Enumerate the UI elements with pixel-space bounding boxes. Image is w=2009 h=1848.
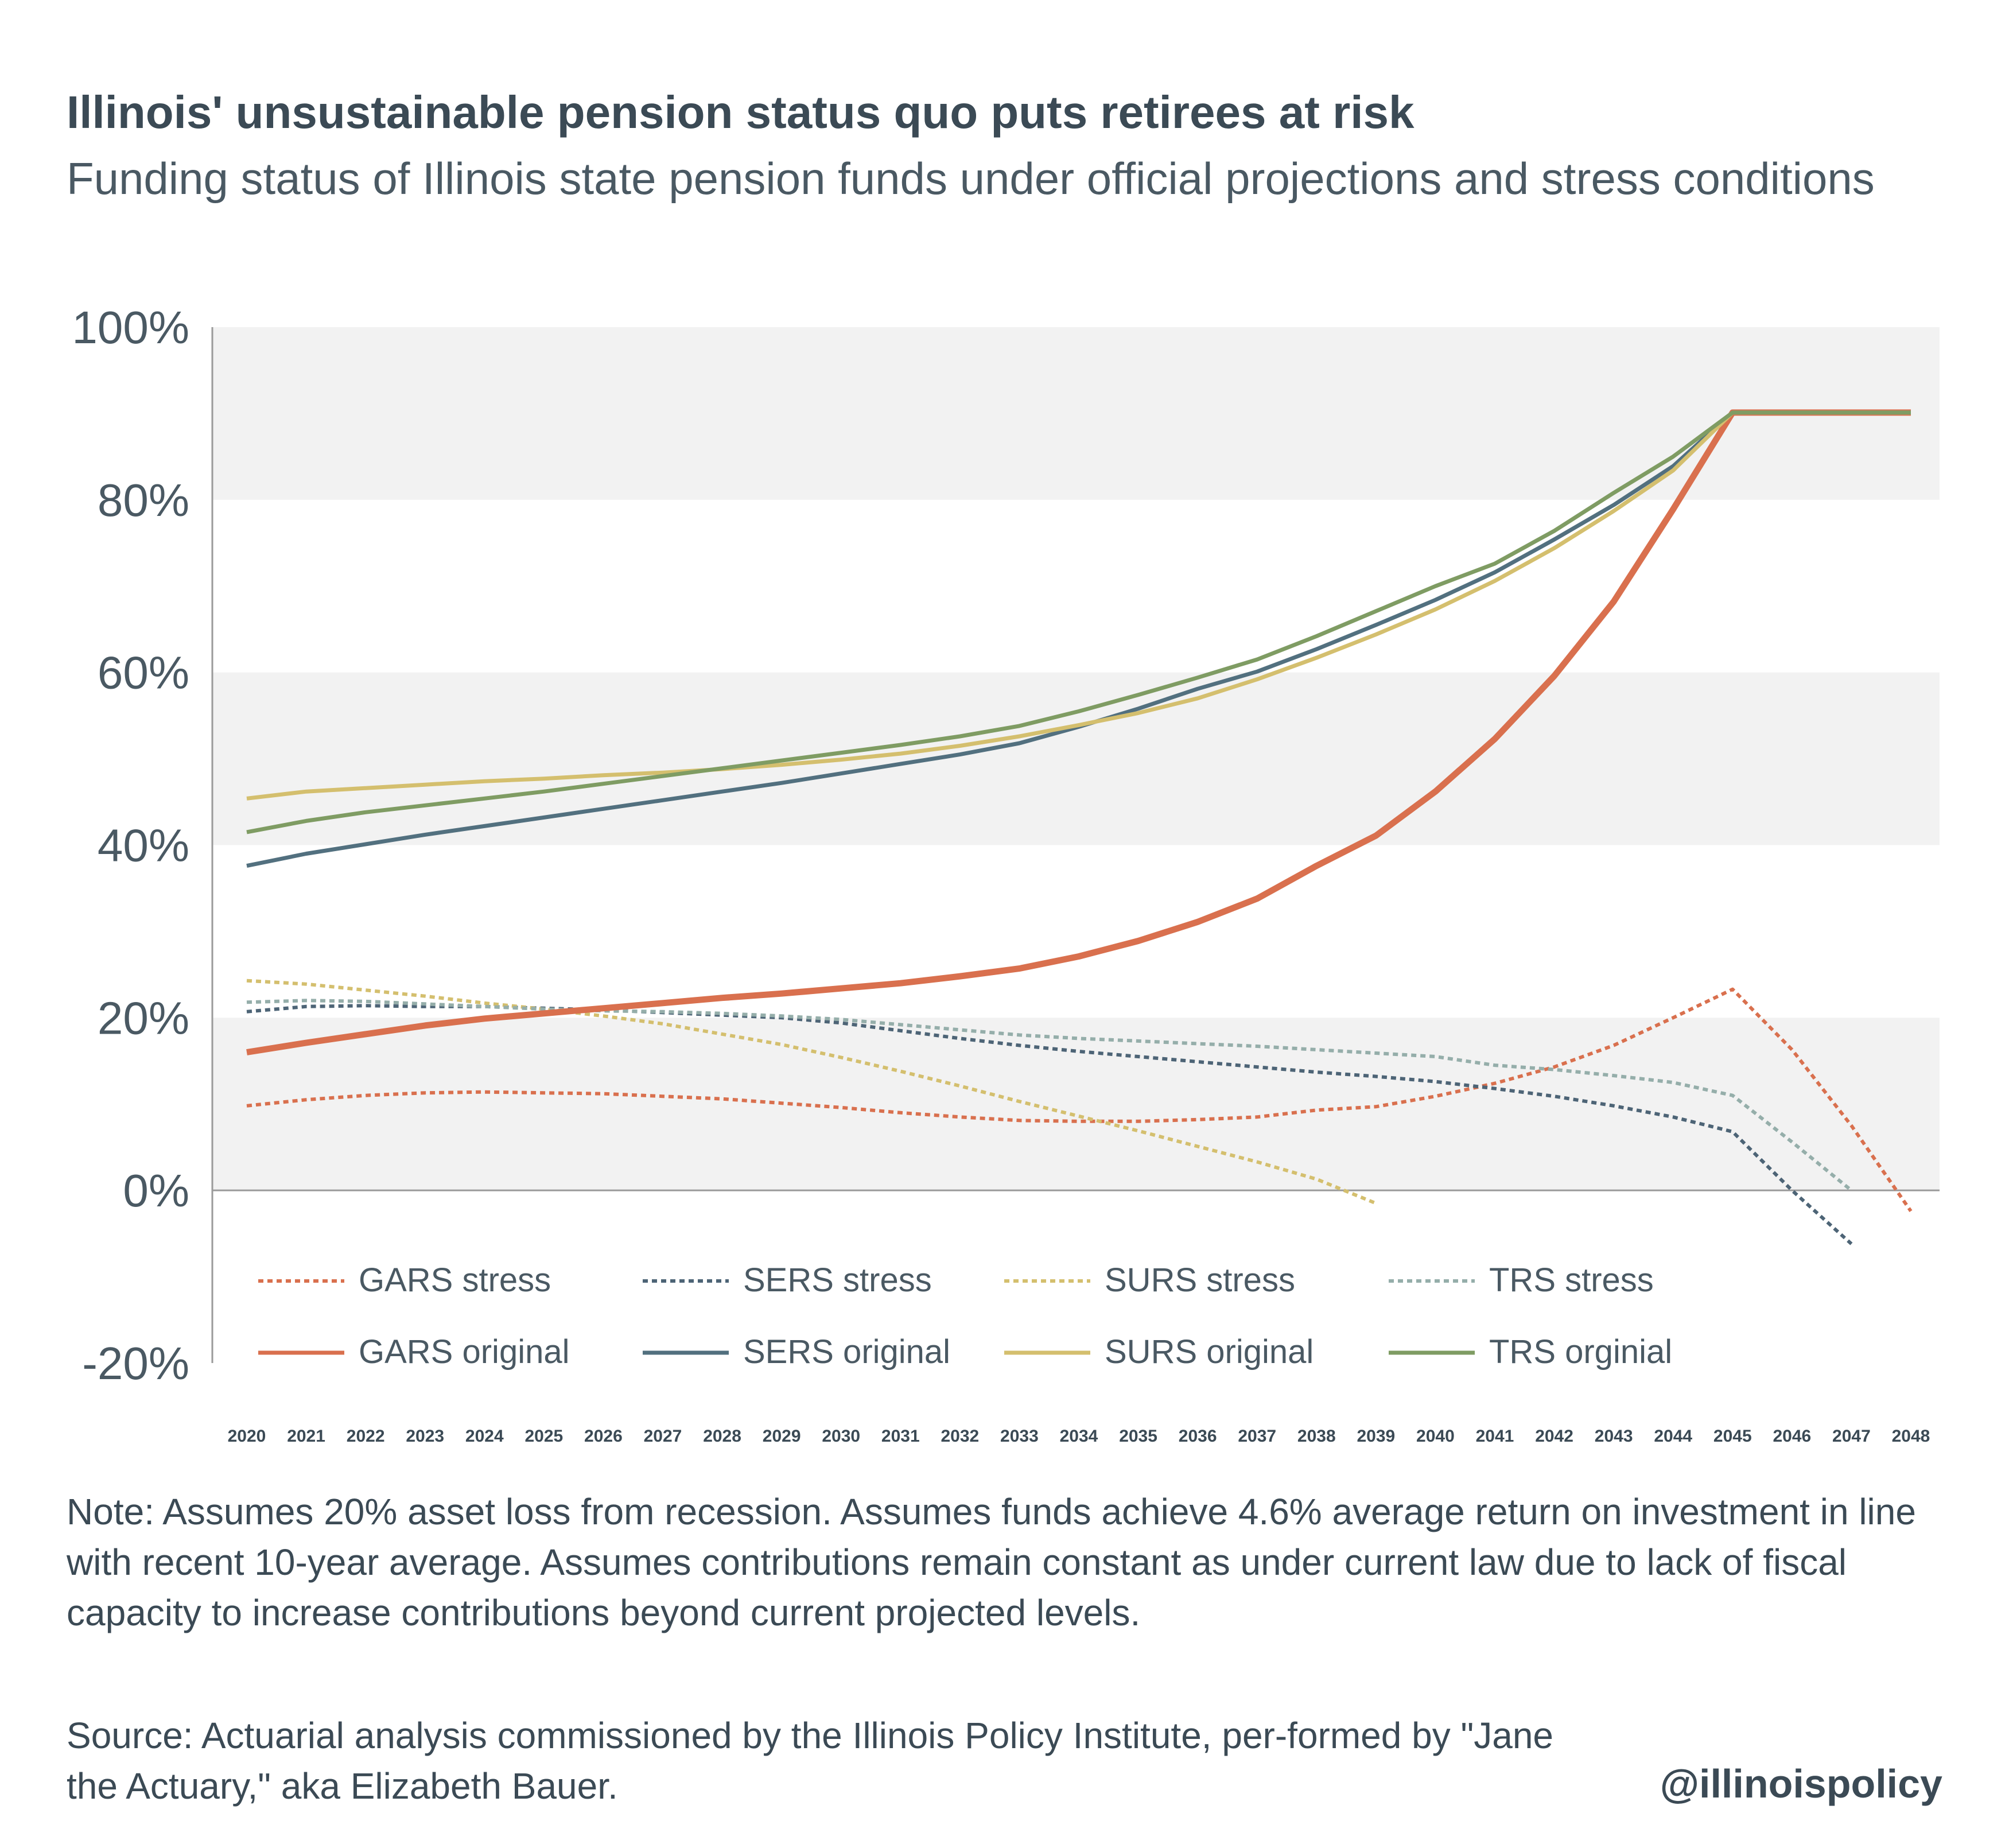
- x-tick-label: 2036: [1179, 1427, 1217, 1446]
- x-tick-label: 2024: [465, 1427, 504, 1446]
- legend-label: GARS stress: [359, 1261, 551, 1299]
- x-axis-ticks: 2020 2021 2022 2023 2024 2025 2026 2027 2028 2029…: [228, 1427, 1930, 1446]
- x-tick-label: 2023: [406, 1427, 444, 1446]
- y-tick-label: -20%: [82, 1338, 189, 1389]
- series-line-gars-original: [246, 409, 1911, 1055]
- x-tick-label: 2048: [1892, 1427, 1930, 1446]
- series-line-surs-original: [246, 410, 1911, 801]
- x-tick-label: 2038: [1297, 1427, 1336, 1446]
- legend-label: SURS original: [1105, 1333, 1314, 1371]
- x-tick-label: 2043: [1595, 1427, 1633, 1446]
- y-tick-label: 60%: [98, 647, 189, 698]
- x-tick-label: 2039: [1357, 1427, 1395, 1446]
- y-tick-label: 40%: [98, 820, 189, 871]
- grid-band: [212, 1018, 1940, 1191]
- legend-label: TRS orginial: [1489, 1333, 1672, 1371]
- twitter-handle: @illinoispolicy: [1660, 1761, 1942, 1806]
- y-tick-label: 0%: [123, 1165, 189, 1216]
- x-tick-label: 2027: [644, 1427, 682, 1446]
- x-tick-label: 2040: [1416, 1427, 1455, 1446]
- series-line-trs-stress: [246, 999, 1853, 1192]
- chart-subtitle: Funding status of Illinois state pension…: [67, 153, 1875, 204]
- x-tick-label: 2032: [941, 1427, 979, 1446]
- x-tick-label: 2034: [1060, 1427, 1098, 1446]
- axes: [211, 327, 1940, 1363]
- y-tick-label: 20%: [98, 992, 189, 1043]
- y-tick-label: 80%: [98, 475, 189, 526]
- line-chart: 100%80%60%40%20%0%-20% 2020 2021 2022 2023 2…: [72, 302, 1940, 1446]
- x-tick-label: 2041: [1476, 1427, 1514, 1446]
- x-tick-label: 2047: [1832, 1427, 1871, 1446]
- series-line-surs-stress: [246, 979, 1377, 1205]
- note-text: Note: Assumes 20% asset loss from recess…: [67, 1491, 1916, 1633]
- x-tick-label: 2029: [763, 1427, 801, 1446]
- legend: GARS stress SERS stress SURS stress TRS str…: [258, 1261, 1672, 1371]
- x-tick-label: 2042: [1535, 1427, 1573, 1446]
- grid-band: [212, 672, 1940, 845]
- source-text: Source: Actuarial analysis commissioned …: [67, 1715, 1553, 1807]
- x-tick-label: 2028: [703, 1427, 741, 1446]
- legend-label: SERS stress: [743, 1261, 932, 1299]
- x-tick-label: 2033: [1000, 1427, 1039, 1446]
- x-tick-label: 2044: [1654, 1427, 1692, 1446]
- series-line-gars-stress: [246, 987, 1913, 1213]
- x-tick-label: 2037: [1238, 1427, 1276, 1446]
- x-tick-label: 2035: [1119, 1427, 1157, 1446]
- grid-bands: [212, 327, 1940, 1191]
- x-tick-label: 2030: [822, 1427, 860, 1446]
- x-tick-label: 2046: [1773, 1427, 1811, 1446]
- y-tick-label: 100%: [72, 302, 189, 353]
- x-tick-label: 2026: [584, 1427, 623, 1446]
- grid-band: [212, 327, 1940, 500]
- x-tick-label: 2020: [228, 1427, 266, 1446]
- x-tick-label: 2025: [524, 1427, 563, 1446]
- x-tick-label: 2031: [881, 1427, 920, 1446]
- series-lines: [246, 409, 1913, 1245]
- y-axis-ticks: 100% 80% 60% 40% 20% 0% -20%: [72, 302, 189, 1389]
- x-tick-label: 2045: [1713, 1427, 1752, 1446]
- chart-title: Illinois' unsustainable pension status q…: [67, 87, 1415, 138]
- legend-label: GARS original: [359, 1333, 569, 1371]
- x-tick-label: 2022: [347, 1427, 385, 1446]
- legend-label: TRS stress: [1489, 1261, 1654, 1299]
- legend-label: SERS original: [743, 1333, 950, 1371]
- x-tick-label: 2021: [287, 1427, 325, 1446]
- legend-label: SURS stress: [1105, 1261, 1295, 1299]
- series-line-trs-orginial: [246, 410, 1911, 834]
